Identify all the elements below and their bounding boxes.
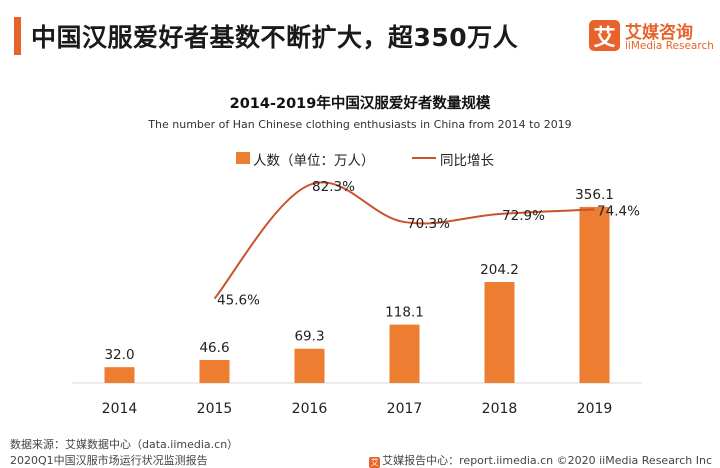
growth-line <box>213 181 595 300</box>
footer-source: 数据来源：艾媒数据中心（data.iimedia.cn） <box>10 438 239 451</box>
legend-bar-label: 人数（单位：万人） <box>253 153 375 169</box>
footer-report: 2020Q1中国汉服市场运行状况监测报告 <box>10 454 208 467</box>
legend-line-swatch <box>412 157 436 159</box>
bar-value-label-2017: 118.1 <box>385 305 424 321</box>
x-tick-label-2019: 2019 <box>577 401 613 417</box>
x-tick-label-2015: 2015 <box>197 401 233 417</box>
title-accent-bar <box>14 17 21 55</box>
bar-2014 <box>104 367 135 383</box>
logo-mark-icon: 艾 <box>589 20 620 51</box>
bar-value-label-2015: 46.6 <box>199 340 229 356</box>
brand-logo: 艾 艾媒咨询 iiMedia Research <box>589 18 714 58</box>
bar-value-label-2014: 32.0 <box>104 347 134 363</box>
bar-value-label-2016: 69.3 <box>294 329 324 345</box>
growth-label-2017: 70.3% <box>407 216 450 232</box>
footer-right-text: 艾媒报告中心：report.iimedia.cn ©2020 iiMedia R… <box>382 454 712 467</box>
bar-value-label-2018: 204.2 <box>480 262 519 278</box>
x-tick-label-2014: 2014 <box>102 401 138 417</box>
x-tick-label-2018: 2018 <box>482 401 518 417</box>
x-tick-label-2017: 2017 <box>387 401 423 417</box>
bar-2019 <box>579 206 610 383</box>
bar-2015 <box>199 359 230 383</box>
page-title: 中国汉服爱好者基数不断扩大，超350万人 <box>31 23 519 52</box>
logo-name-cn: 艾媒咨询 <box>625 23 693 43</box>
x-tick-label-2016: 2016 <box>292 401 328 417</box>
logo-name-en: iiMedia Research <box>625 40 714 52</box>
bar-2017 <box>389 324 420 383</box>
footer-logo-icon: 艾 <box>369 457 381 468</box>
footer-right: 艾艾媒报告中心：report.iimedia.cn ©2020 iiMedia … <box>369 452 712 468</box>
chart-subtitle: The number of Han Chinese clothing enthu… <box>148 118 572 131</box>
bar-2016 <box>294 348 325 383</box>
bar-value-label-2019: 356.1 <box>575 187 614 203</box>
growth-label-2019: 74.4% <box>597 203 640 219</box>
growth-label-2015: 45.6% <box>217 293 260 309</box>
chart-title: 2014-2019年中国汉服爱好者数量规模 <box>229 96 491 112</box>
growth-label-2016: 82.3% <box>312 179 355 195</box>
legend-bar-swatch <box>236 152 250 164</box>
growth-label-2018: 72.9% <box>502 208 545 224</box>
chart-legend: 人数（单位：万人） 同比增长 <box>0 146 720 170</box>
legend-line-label: 同比增长 <box>440 153 494 169</box>
bar-2018 <box>484 282 515 383</box>
